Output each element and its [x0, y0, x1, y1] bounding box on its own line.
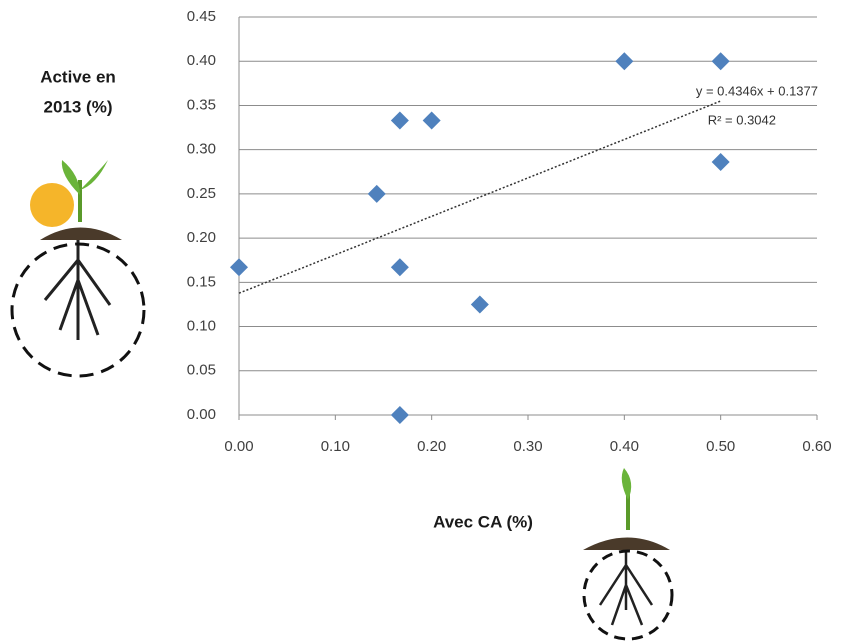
y-tick-label: 0.30: [187, 141, 216, 158]
x-tick-label: 0.00: [224, 438, 253, 455]
x-tick-label: 0.30: [513, 438, 542, 455]
data-point: [615, 52, 634, 71]
data-point: [711, 153, 730, 172]
x-tick-label: 0.60: [802, 438, 831, 455]
x-tick-label: 0.20: [417, 438, 446, 455]
y-axis-title: 2013 (%): [44, 97, 113, 116]
y-tick-label: 0.20: [187, 229, 216, 246]
y-tick-label: 0.05: [187, 362, 216, 379]
trendline: [238, 100, 721, 294]
x-tick-label: 0.10: [321, 438, 350, 455]
data-point: [230, 258, 248, 277]
y-tick-label: 0.25: [187, 185, 216, 202]
data-point: [390, 406, 409, 424]
plant-illustration-left: [10, 160, 146, 378]
plant-illustration-bottom: [582, 468, 674, 641]
y-axis-title: Active en: [40, 67, 116, 86]
data-point: [367, 184, 386, 203]
data-point: [390, 111, 409, 130]
y-tick-label: 0.45: [187, 8, 216, 25]
y-tick-label: 0.15: [187, 273, 216, 290]
x-axis-title: Avec CA (%): [433, 512, 533, 531]
y-tick-label: 0.35: [187, 96, 216, 113]
data-point: [470, 295, 489, 314]
x-tick-label: 0.50: [706, 438, 735, 455]
data-point: [422, 111, 441, 130]
trendline-r2: R² = 0.3042: [708, 112, 776, 127]
y-tick-label: 0.10: [187, 318, 216, 335]
y-tick-label: 0.00: [187, 406, 216, 423]
trendline-equation: y = 0.4346x + 0.1377: [696, 83, 818, 98]
data-point: [711, 52, 730, 71]
data-point: [390, 258, 409, 277]
x-tick-label: 0.40: [610, 438, 639, 455]
y-tick-label: 0.40: [187, 52, 216, 69]
